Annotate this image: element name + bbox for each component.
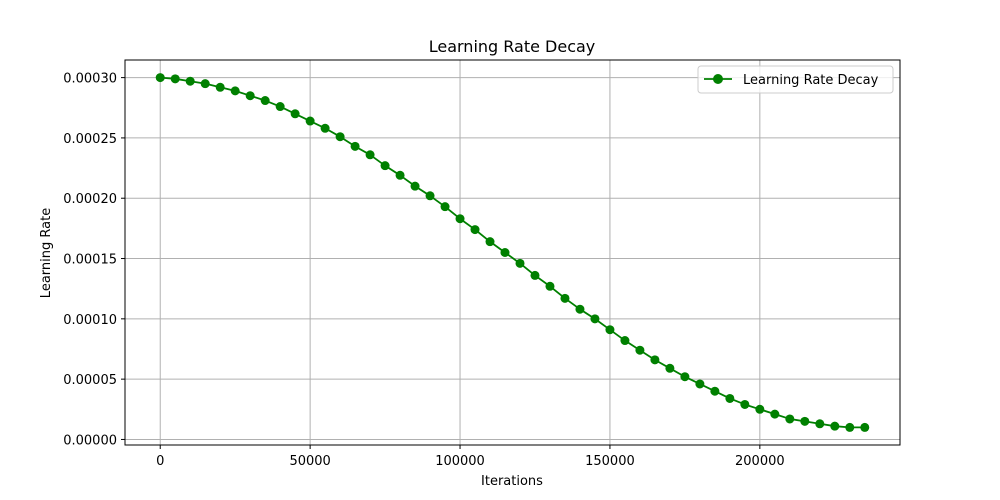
data-point xyxy=(185,76,195,86)
data-point xyxy=(455,214,465,224)
data-point xyxy=(545,281,555,291)
grid-lines xyxy=(125,60,900,445)
data-point xyxy=(860,422,870,432)
data-point xyxy=(320,123,330,133)
data-point xyxy=(830,421,840,431)
y-tick-label: 0.00000 xyxy=(63,433,117,448)
data-point xyxy=(440,202,450,212)
data-point xyxy=(290,109,300,119)
data-point xyxy=(605,325,615,335)
legend: Learning Rate Decay xyxy=(697,65,894,94)
data-point xyxy=(590,314,600,324)
data-points xyxy=(155,73,870,432)
x-axis-title: Iterations xyxy=(481,474,543,489)
data-point xyxy=(680,372,690,382)
data-point xyxy=(620,336,630,346)
x-tick-label: 200000 xyxy=(735,454,785,469)
data-point xyxy=(560,293,570,303)
y-tick-label: 0.00025 xyxy=(63,132,117,147)
data-point xyxy=(665,363,675,373)
data-point xyxy=(725,393,735,403)
data-point xyxy=(785,414,795,424)
x-tick-label: 150000 xyxy=(585,454,635,469)
data-point xyxy=(575,304,585,314)
data-point xyxy=(275,102,285,112)
data-point xyxy=(470,225,480,235)
data-point xyxy=(425,191,435,201)
data-point xyxy=(365,150,375,160)
data-point xyxy=(245,91,255,101)
y-tick-label: 0.00010 xyxy=(63,313,117,328)
y-axis-title: Learning Rate xyxy=(39,208,54,298)
plot-area-frame xyxy=(124,59,901,446)
y-tick-label: 0.00005 xyxy=(63,373,117,388)
data-point xyxy=(530,270,540,280)
data-point xyxy=(305,116,315,126)
legend-box xyxy=(697,65,894,94)
legend-marker-swatch xyxy=(713,74,723,84)
data-point xyxy=(230,86,240,96)
data-point xyxy=(500,248,510,257)
chart-title: Learning Rate Decay xyxy=(429,37,596,56)
data-point xyxy=(650,355,660,365)
y-axis-ticks: 0.00000 0.00005 0.00010 0.00015 0.00020 0.000… xyxy=(63,72,125,448)
data-point xyxy=(755,404,765,414)
data-point xyxy=(380,161,390,171)
x-tick-label: 50000 xyxy=(289,454,330,469)
x-tick-label: 0 xyxy=(156,454,164,469)
data-point xyxy=(635,345,645,355)
y-tick-label: 0.00030 xyxy=(63,72,117,87)
x-axis-ticks: 0 50000 100000 150000 200000 xyxy=(156,445,785,469)
legend-label: Learning Rate Decay xyxy=(743,73,879,88)
x-tick-label: 100000 xyxy=(435,454,485,469)
data-point xyxy=(200,79,210,89)
data-point xyxy=(770,409,780,419)
data-point xyxy=(740,399,750,409)
data-point xyxy=(155,73,165,83)
data-point xyxy=(410,181,420,191)
data-point xyxy=(845,422,855,432)
data-point xyxy=(170,74,180,84)
data-point xyxy=(350,141,360,151)
y-tick-label: 0.00020 xyxy=(63,192,117,207)
data-point xyxy=(710,386,720,396)
y-tick-label: 0.00015 xyxy=(63,253,117,268)
data-point xyxy=(800,416,810,426)
data-point xyxy=(515,258,525,268)
data-point xyxy=(260,96,270,106)
data-point xyxy=(215,82,225,92)
data-point xyxy=(695,379,705,389)
data-point xyxy=(815,419,825,429)
data-point xyxy=(395,170,405,180)
data-point xyxy=(485,237,495,247)
data-point xyxy=(335,132,345,142)
